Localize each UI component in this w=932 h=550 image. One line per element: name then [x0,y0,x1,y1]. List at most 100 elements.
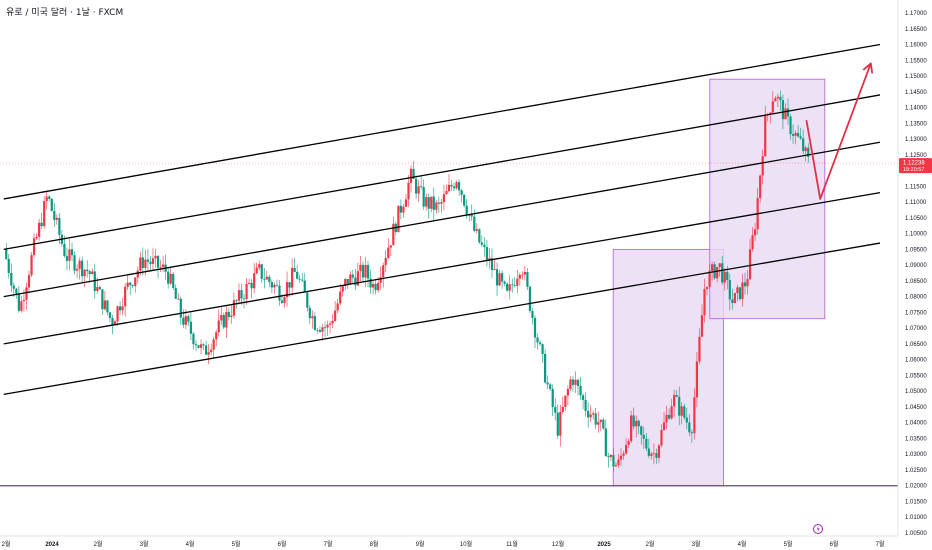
candle [265,270,268,280]
candle [159,259,162,272]
candle [131,284,134,289]
lightning-icon[interactable] [813,524,823,534]
candle [738,287,742,301]
candle [581,393,585,410]
price-tick-label: 1.11500 [905,184,927,190]
price-axis[interactable]: 1.17000 1.16500 1.16000 1.15500 1.15000 1.145… [905,11,927,537]
time-tick-label: 6월 [830,540,839,548]
candle [374,278,377,295]
price-tick-label: 1.08500 [905,279,927,285]
candle [139,251,142,276]
candle [382,262,385,288]
candle [88,269,91,283]
candle [134,277,137,293]
channel-lines [0,43,898,487]
candle [103,291,106,311]
candle [83,268,86,288]
candle [25,282,28,311]
candle [736,284,739,302]
candle [151,248,155,270]
candle [194,339,198,351]
candle [326,320,329,336]
candle [670,398,673,420]
candle [685,407,688,430]
price-tick-label: 1.09000 [905,263,927,269]
candle [640,425,643,445]
candle [27,270,31,294]
candle [584,392,587,417]
candle [146,248,150,272]
candle [409,165,413,193]
candle [559,404,562,447]
candle [531,308,534,325]
candle [741,274,744,307]
candle [124,283,127,317]
price-tick-label: 1.14500 [905,90,927,96]
candle [177,293,180,300]
candle [468,214,471,222]
candle [483,236,486,257]
candle [589,405,592,423]
candle [296,265,299,280]
candle [635,415,638,438]
price-tick-label: 1.03000 [905,452,927,458]
candle [427,193,430,219]
time-tick-label: 10월 [460,540,472,548]
candle [351,269,354,284]
candle [480,235,483,247]
candle [205,341,208,356]
candle [232,292,236,319]
price-tick-label: 1.13000 [905,137,927,143]
candle [53,203,56,228]
candle [711,261,714,281]
candle [86,260,89,278]
price-tick-label: 1.07000 [905,326,927,332]
candle [245,278,248,305]
candle [43,195,46,229]
candle [463,194,466,208]
candle [316,328,319,334]
zone-box-1 [612,248,725,487]
candle [698,328,701,365]
candle [174,284,177,300]
time-axis[interactable]: 2월 2024 2월 3월 4월 5월 6월 7월 8월 9월 10월 11월 12월 2025 2월 3월 4… [2,540,885,548]
candle [723,267,726,291]
candle [397,205,400,233]
candle [359,256,362,282]
time-tick-label: 3월 [692,540,701,548]
candle [662,412,666,431]
candle [642,426,645,449]
candle [764,105,767,157]
price-tick-label: 1.04500 [905,405,927,411]
candle [703,278,706,323]
candle [311,310,314,329]
candle [554,398,557,421]
candle [521,271,524,280]
candle [733,292,736,304]
candle [774,96,777,102]
candle [258,260,261,271]
candle [318,326,322,333]
price-tick-label: 1.05500 [905,373,927,379]
candle [688,414,691,437]
time-tick-label: 4월 [738,540,747,548]
candle [597,411,600,433]
candle [495,262,499,297]
candle [268,275,271,288]
candle [630,410,633,444]
candle [718,263,721,277]
candle [283,293,286,308]
candle [407,174,410,208]
candle [743,272,747,295]
candle [791,124,795,144]
price-tick-label: 1.06000 [905,358,927,364]
candle [270,279,273,294]
candle [549,382,552,391]
candle [225,305,228,339]
candle [202,343,205,350]
candle [285,271,289,307]
candle [111,314,114,335]
candle [313,312,316,331]
candle [794,130,797,145]
